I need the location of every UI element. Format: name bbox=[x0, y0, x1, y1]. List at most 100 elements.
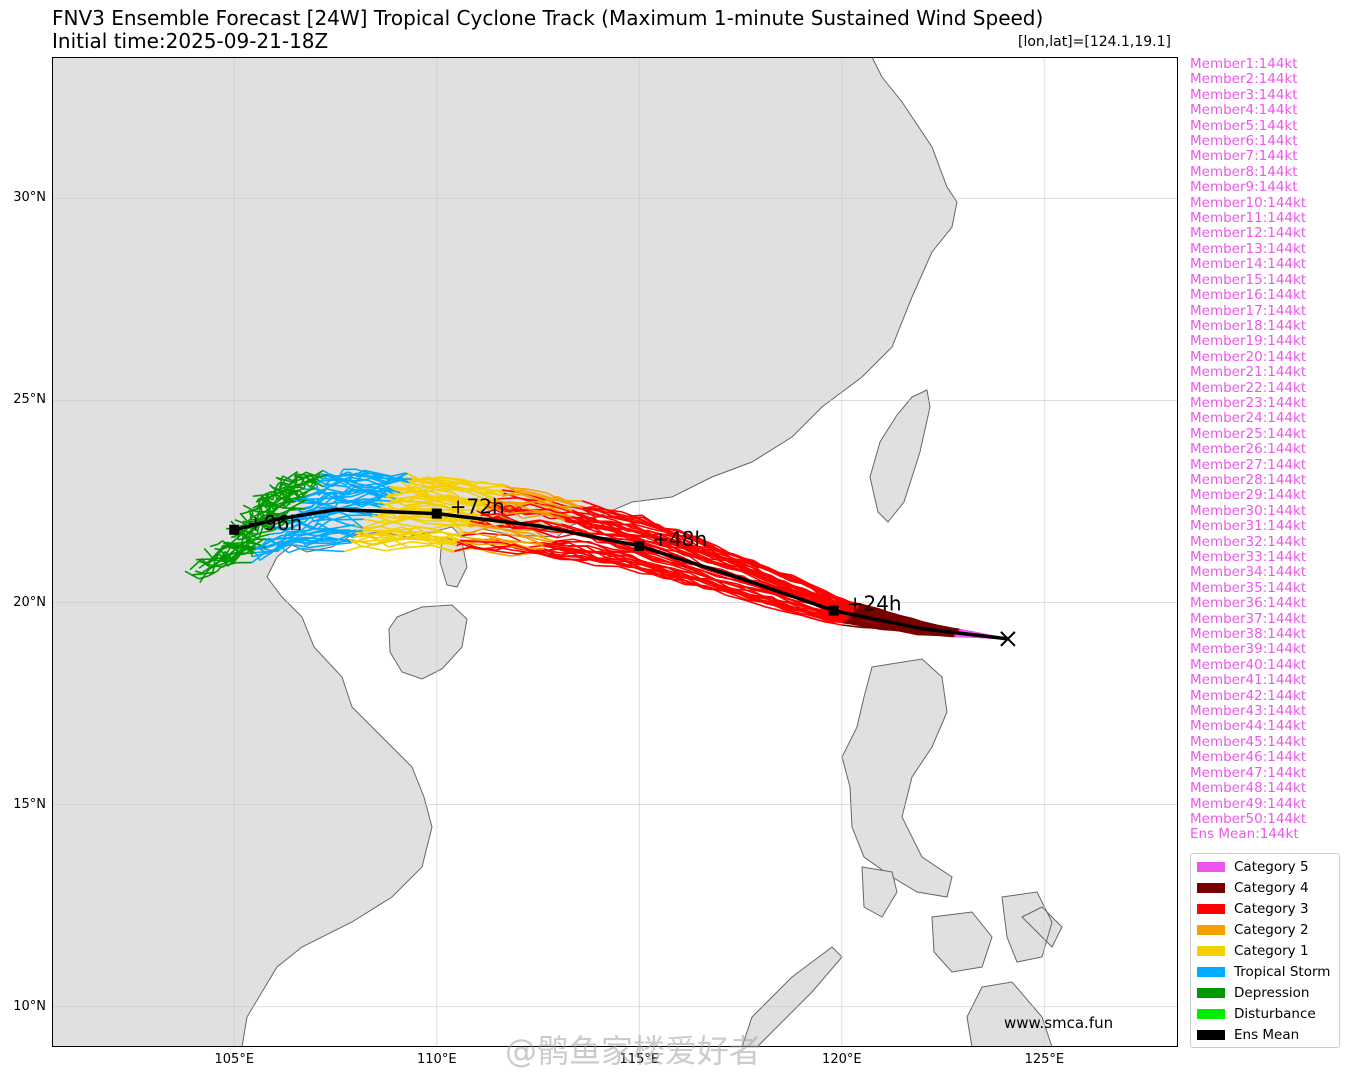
member-intensity-item: Member40:144kt bbox=[1190, 656, 1307, 673]
member-track-segment bbox=[666, 571, 685, 584]
member-track-segment bbox=[843, 621, 864, 627]
member-track-segment bbox=[234, 519, 244, 524]
member-track-segment bbox=[384, 519, 404, 526]
member-track-segment bbox=[688, 576, 712, 587]
member-track-segment bbox=[517, 490, 544, 498]
member-track-segment bbox=[328, 515, 348, 522]
member-track-segment bbox=[311, 530, 336, 544]
member-track-segment bbox=[893, 614, 912, 621]
member-track-segment bbox=[363, 538, 392, 549]
member-track-segment bbox=[647, 569, 668, 574]
member-track-segment bbox=[726, 567, 747, 573]
member-track-segment bbox=[524, 494, 543, 502]
member-track-segment bbox=[675, 562, 697, 571]
member-track-segment bbox=[659, 548, 680, 557]
member-track-segment bbox=[289, 498, 307, 510]
member-track-segment bbox=[268, 502, 272, 516]
member-track-segment bbox=[500, 543, 524, 550]
member-track-segment bbox=[189, 560, 200, 571]
lon-tick-label: 115°E bbox=[619, 1052, 660, 1067]
member-track-segment bbox=[336, 500, 367, 510]
member-track-segment bbox=[859, 603, 878, 611]
member-track-segment bbox=[457, 512, 481, 517]
ens-mean-marker bbox=[431, 508, 442, 519]
member-track-segment bbox=[316, 473, 330, 486]
member-track-segment bbox=[337, 499, 348, 503]
member-track-segment bbox=[506, 485, 526, 497]
member-track-segment bbox=[256, 505, 263, 516]
member-track-segment bbox=[753, 587, 775, 595]
member-track-segment bbox=[212, 567, 215, 573]
member-track-segment bbox=[425, 522, 450, 526]
member-track-segment bbox=[386, 472, 409, 483]
legend-swatch bbox=[1197, 904, 1225, 914]
member-track-segment bbox=[526, 535, 552, 543]
member-track-segment bbox=[562, 525, 585, 534]
member-track-segment bbox=[808, 610, 826, 620]
member-track-segment bbox=[289, 483, 301, 488]
member-track-segment bbox=[707, 560, 727, 569]
member-track-segment bbox=[478, 543, 502, 546]
member-track-segment bbox=[735, 584, 754, 589]
member-track-segment bbox=[328, 484, 333, 488]
member-track-segment bbox=[838, 606, 855, 613]
forecast-hour-label: +24h bbox=[847, 592, 902, 616]
member-track-segment bbox=[748, 599, 769, 604]
member-track-segment bbox=[856, 608, 876, 613]
legend-label: Category 2 bbox=[1234, 922, 1309, 938]
member-track-segment bbox=[191, 571, 213, 576]
member-track-segment bbox=[481, 484, 507, 489]
member-track-segment bbox=[825, 590, 845, 602]
member-track-segment bbox=[414, 506, 435, 513]
member-track-segment bbox=[371, 535, 389, 548]
member-track-segment bbox=[302, 505, 312, 510]
member-track-segment bbox=[426, 485, 449, 490]
member-track-segment bbox=[199, 571, 208, 584]
member-track-segment bbox=[426, 498, 452, 506]
member-track-segment bbox=[466, 501, 492, 507]
member-track-segment bbox=[676, 534, 695, 538]
member-intensity-item: Member15:144kt bbox=[1190, 271, 1307, 288]
member-track-segment bbox=[538, 549, 555, 557]
member-track-segment bbox=[273, 537, 279, 541]
member-track-segment bbox=[272, 541, 289, 552]
member-track-segment bbox=[702, 567, 721, 575]
member-track-segment bbox=[522, 489, 541, 496]
member-track-segment bbox=[692, 569, 715, 581]
member-track-segment bbox=[578, 556, 603, 564]
member-track-segment bbox=[750, 591, 772, 600]
member-track-segment bbox=[287, 536, 305, 543]
member-track-segment bbox=[384, 474, 410, 484]
member-intensity-item: Member2:144kt bbox=[1190, 71, 1298, 88]
member-track-segment bbox=[310, 529, 321, 534]
member-track-segment bbox=[651, 536, 673, 541]
member-track-segment bbox=[492, 502, 512, 506]
member-track-segment bbox=[635, 519, 657, 529]
member-track-segment bbox=[780, 586, 801, 597]
member-track-segment bbox=[262, 513, 271, 517]
member-track-segment bbox=[326, 488, 347, 494]
member-track-segment bbox=[295, 544, 310, 549]
member-track-segment bbox=[285, 519, 300, 524]
member-track-segment bbox=[806, 613, 826, 621]
member-track-segment bbox=[255, 538, 275, 550]
ensemble-tracks bbox=[184, 468, 1009, 640]
member-track-segment bbox=[223, 552, 234, 559]
member-track-segment bbox=[340, 523, 355, 529]
member-track-segment bbox=[634, 523, 655, 531]
member-track-segment bbox=[317, 520, 330, 530]
member-track-segment bbox=[873, 614, 891, 621]
member-track-segment bbox=[248, 539, 267, 549]
member-track-segment bbox=[517, 497, 541, 503]
member-track-segment bbox=[222, 554, 235, 568]
member-track-segment bbox=[365, 474, 386, 478]
member-intensity-item: Member8:144kt bbox=[1190, 163, 1298, 180]
member-track-segment bbox=[299, 473, 314, 477]
member-track-segment bbox=[459, 535, 488, 541]
member-track-segment bbox=[675, 561, 701, 571]
member-track-segment bbox=[371, 493, 388, 500]
member-track-segment bbox=[571, 511, 591, 522]
member-intensity-item: Member5:144kt bbox=[1190, 117, 1298, 134]
member-track-segment bbox=[495, 525, 518, 529]
legend-label: Ens Mean bbox=[1234, 1027, 1300, 1043]
